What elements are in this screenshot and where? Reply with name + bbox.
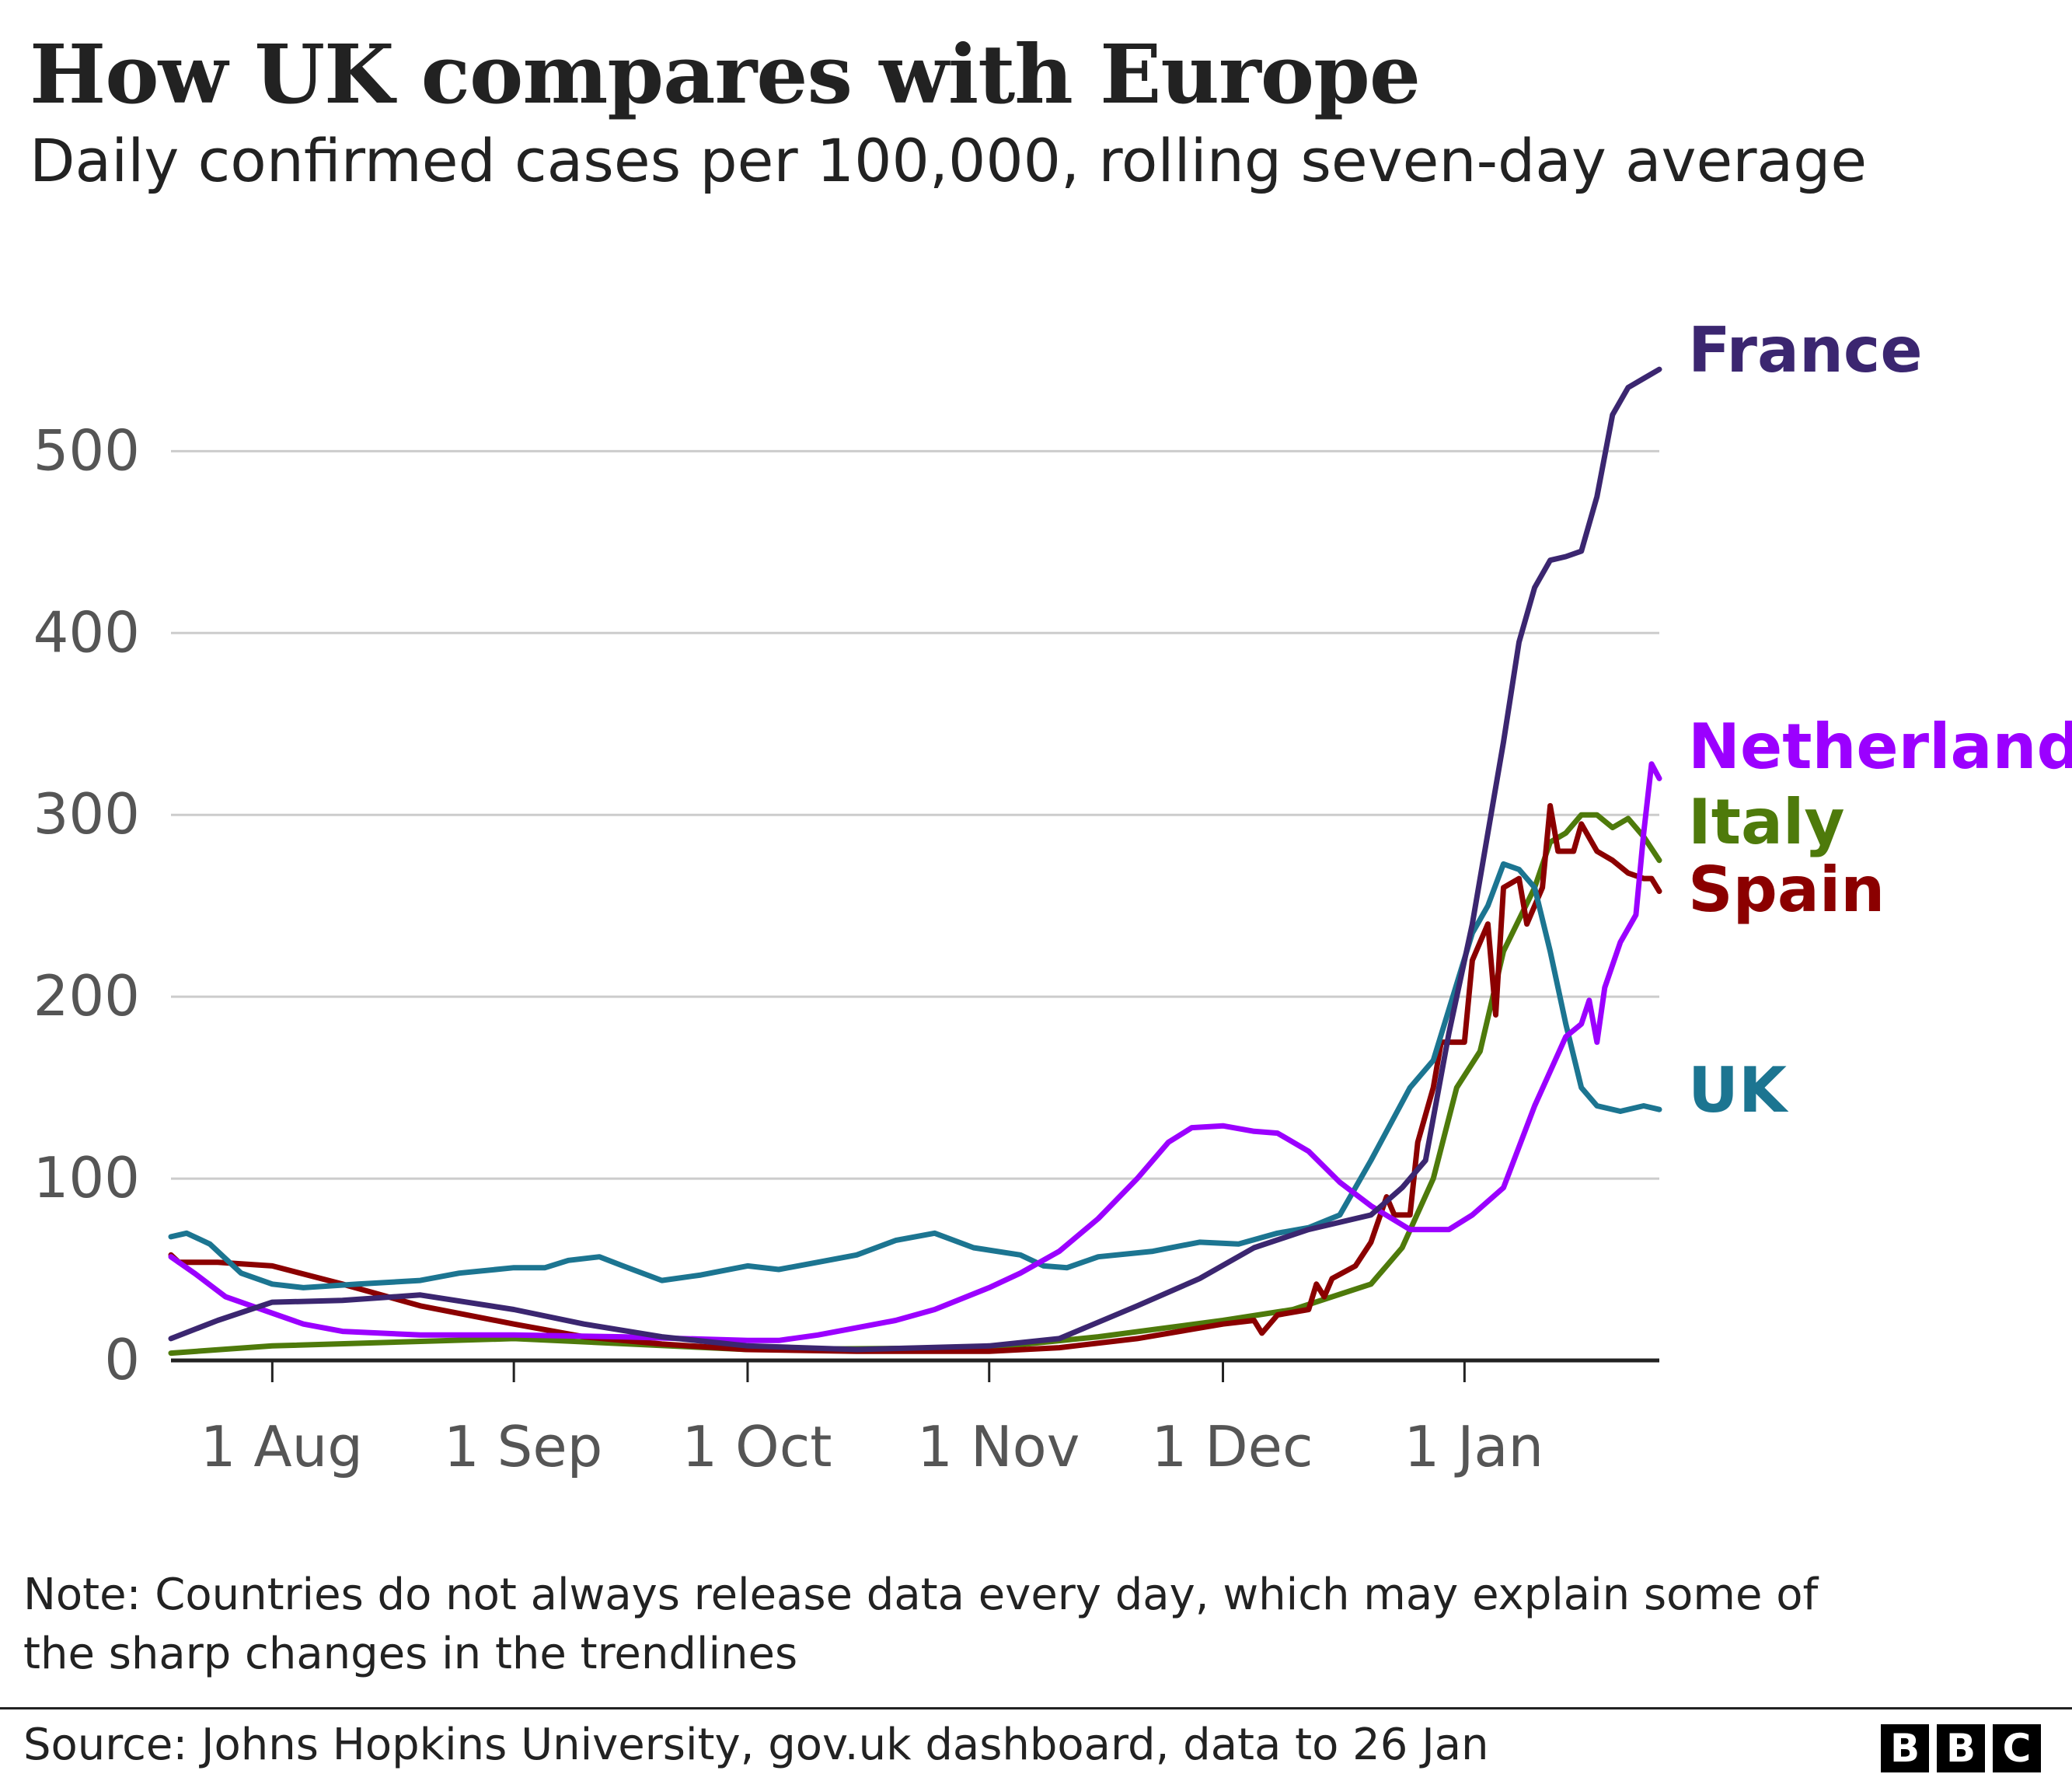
series-label-uk: UK (1688, 1054, 1789, 1126)
chart-title: How UK compares with Europe (30, 26, 1421, 122)
series-line-france (168, 366, 1662, 1353)
y-tick-label-300: 300 (33, 781, 140, 847)
logo-letter-c: C (1993, 1724, 2041, 1772)
chart-note: Note: Countries do not always release da… (23, 1570, 1819, 1679)
line-chart: 0 100 200 300 400 500 1 Aug 1 Sep 1 Oct 1 Nov 1 D… (33, 314, 2072, 1479)
series-lines (168, 366, 1662, 1357)
y-tick-label-400: 400 (33, 599, 140, 665)
x-tick-label-5: 1 Jan (1404, 1414, 1544, 1479)
series-line-uk (168, 861, 1662, 1290)
logo-letter-b2: B (1937, 1724, 1985, 1772)
footer-divider (0, 1707, 2072, 1709)
logo-letter-b1: B (1881, 1724, 1929, 1772)
x-tick-label-1: 1 Sep (444, 1414, 602, 1479)
gridlines (171, 449, 1659, 1180)
series-label-spain: Spain (1688, 854, 1885, 926)
x-tick-label-2: 1 Oct (682, 1414, 832, 1479)
x-tick-label-4: 1 Dec (1152, 1414, 1313, 1479)
chart-subtitle: Daily confirmed cases per 100,000, rolli… (30, 126, 1868, 195)
x-tick-label-3: 1 Nov (917, 1414, 1080, 1479)
bbc-logo: B B C (1881, 1724, 2041, 1772)
chart-source: Source: Johns Hopkins University, gov.uk… (23, 1720, 1489, 1770)
x-axis: 1 Aug 1 Sep 1 Oct 1 Nov 1 Dec 1 Jan (171, 1358, 1659, 1479)
y-tick-label-100: 100 (33, 1145, 140, 1210)
x-tick-label-0: 1 Aug (201, 1414, 363, 1479)
series-label-netherlands: Netherlands (1688, 711, 2072, 783)
y-tick-label-200: 200 (33, 963, 140, 1028)
series-line-netherlands (168, 761, 1662, 1343)
series-label-italy: Italy (1688, 786, 1845, 858)
y-tick-label-500: 500 (33, 417, 140, 483)
series-line-spain (168, 803, 1662, 1354)
y-axis-tick-labels: 0 100 200 300 400 500 (33, 417, 140, 1392)
y-tick-label-0: 0 (104, 1327, 140, 1392)
series-label-france: France (1688, 314, 1923, 386)
